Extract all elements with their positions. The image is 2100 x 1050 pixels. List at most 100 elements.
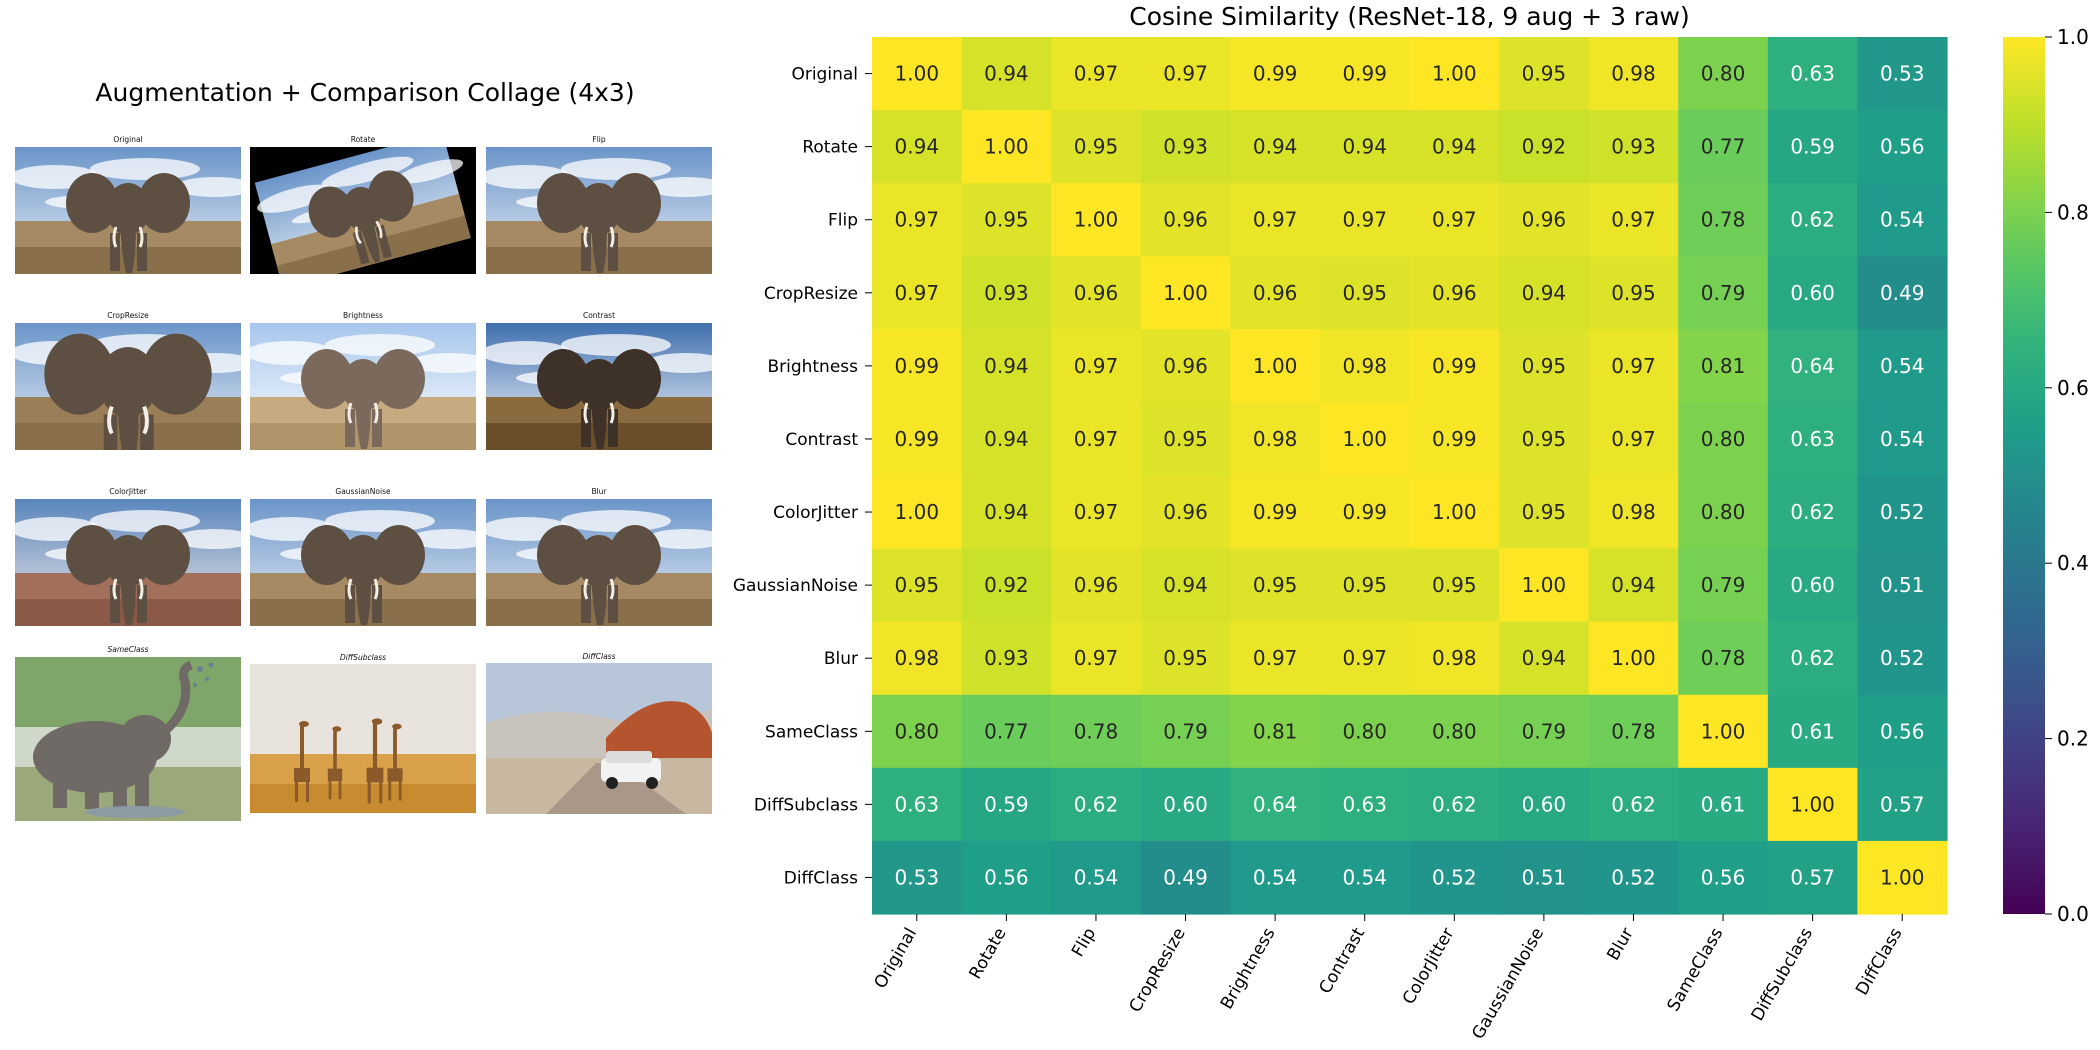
cell-value-label: 0.54 <box>1074 865 1119 889</box>
colorbar-tick-label: 0.0 <box>2057 902 2089 926</box>
cell-value-label: 0.95 <box>1342 573 1387 597</box>
collage-cell-title: Original <box>113 135 143 144</box>
x-tick-label: Blur <box>1603 924 1637 964</box>
heatmap-cell <box>1319 840 1411 915</box>
cell-value-label: 0.81 <box>1701 354 1746 378</box>
cell-value-label: 0.96 <box>1432 281 1477 305</box>
heatmap-cell <box>1767 548 1859 623</box>
heatmap-cell <box>872 621 963 696</box>
heatmap-cell <box>961 548 1052 623</box>
cell-value-label: 0.92 <box>984 573 1029 597</box>
heatmap-cell <box>1767 256 1859 330</box>
cell-value-label: 1.00 <box>1432 500 1477 524</box>
x-tick-label: Contrast <box>1315 924 1369 997</box>
collage-cell-title: DiffSubclass <box>339 653 387 662</box>
heatmap-cell <box>961 37 1052 111</box>
heatmap-cell <box>1319 183 1411 257</box>
heatmap-cell <box>1051 621 1142 696</box>
cell-value-label: 0.95 <box>1253 573 1298 597</box>
cell-value-label: 0.93 <box>984 646 1029 670</box>
cell-value-label: 0.52 <box>1880 500 1925 524</box>
heatmap-cell <box>1230 37 1321 111</box>
cell-value-label: 0.94 <box>1611 573 1656 597</box>
cell-value-label: 0.94 <box>984 354 1029 378</box>
heatmap-cell <box>1140 475 1231 550</box>
heatmap-cell <box>1140 402 1231 477</box>
cell-value-label: 0.53 <box>1880 62 1925 86</box>
heatmap-cell <box>1230 256 1321 330</box>
heatmap-cell <box>872 694 963 769</box>
cell-value-label: 0.97 <box>1163 62 1208 86</box>
heatmap-cell <box>1230 402 1321 477</box>
cell-value-label: 0.62 <box>1074 792 1119 816</box>
heatmap-cell <box>961 329 1052 404</box>
heatmap-cell <box>1319 548 1411 623</box>
heatmap-cell <box>1678 621 1769 696</box>
cell-value-label: 0.97 <box>1074 646 1119 670</box>
heatmap-cell <box>1857 329 1948 404</box>
cell-value-label: 1.00 <box>1880 865 1925 889</box>
heatmap-cell <box>1140 37 1231 111</box>
collage-cell-title: Rotate <box>350 135 376 144</box>
cell-value-label: 0.78 <box>1701 208 1746 232</box>
cell-value-label: 0.64 <box>1790 354 1835 378</box>
cell-value-label: 0.77 <box>1701 135 1746 159</box>
cell-value-label: 0.80 <box>1432 719 1477 743</box>
heatmap-cell <box>1230 110 1321 184</box>
heatmap-cell <box>1678 694 1769 769</box>
cell-value-label: 0.95 <box>1522 62 1567 86</box>
cell-value-label: 0.56 <box>1701 865 1746 889</box>
cell-value-label: 0.94 <box>895 135 940 159</box>
y-tick-label: Flip <box>828 211 858 231</box>
cell-value-label: 0.79 <box>1701 573 1746 597</box>
heatmap-cell <box>1230 694 1321 769</box>
collage-thumbnail-elephant-jitter <box>15 499 241 630</box>
cell-value-label: 0.97 <box>895 208 940 232</box>
y-tick-label: DiffSubclass <box>754 795 858 815</box>
colorbar-tick-label: 1.0 <box>2057 25 2089 49</box>
cell-value-label: 0.60 <box>1522 792 1567 816</box>
heatmap-cell <box>872 548 963 623</box>
y-tick-label: Contrast <box>785 430 858 450</box>
heatmap-cell <box>1767 183 1859 257</box>
heatmap-cell <box>961 256 1052 330</box>
y-tick-label: GaussianNoise <box>733 576 858 596</box>
cell-value-label: 0.96 <box>1163 208 1208 232</box>
cell-value-label: 0.99 <box>895 354 940 378</box>
cell-value-label: 0.51 <box>1880 573 1925 597</box>
heatmap-cell <box>1499 548 1590 623</box>
heatmap-cell <box>1588 110 1679 184</box>
cell-value-label: 0.97 <box>1611 354 1656 378</box>
heatmap-cell <box>1051 548 1142 623</box>
heatmap-cell <box>872 183 963 257</box>
heatmap-cell <box>1409 621 1500 696</box>
heatmap-cell <box>1499 183 1590 257</box>
heatmap-cell <box>1588 329 1679 404</box>
heatmap-cell <box>1499 37 1590 111</box>
collage-thumbnail-elephant-field <box>250 499 476 630</box>
heatmap-cell <box>1230 475 1321 550</box>
cell-value-label: 0.96 <box>1163 354 1208 378</box>
heatmap-cell <box>1409 183 1500 257</box>
cell-value-label: 0.95 <box>1074 135 1119 159</box>
cell-value-label: 0.54 <box>1342 865 1387 889</box>
heatmap-cell <box>1588 548 1679 623</box>
cell-value-label: 0.94 <box>1522 646 1567 670</box>
heatmap-cell <box>1051 475 1142 550</box>
cell-value-label: 0.62 <box>1790 208 1835 232</box>
collage-thumbnail-elephant-field <box>486 147 712 278</box>
cell-value-label: 0.63 <box>895 792 940 816</box>
cell-value-label: 0.98 <box>1611 62 1656 86</box>
heatmap-cell <box>1230 183 1321 257</box>
heatmap-cell <box>1319 475 1411 550</box>
heatmap-cell <box>961 694 1052 769</box>
heatmap-cell <box>1499 110 1590 184</box>
heatmap-cell <box>1678 329 1769 404</box>
heatmap-title: Cosine Similarity (ResNet-18, 9 aug + 3 … <box>1129 2 1689 31</box>
cell-value-label: 1.00 <box>895 500 940 524</box>
heatmap-cell <box>961 402 1052 477</box>
cell-value-label: 0.99 <box>1432 354 1477 378</box>
heatmap-cell <box>1857 767 1948 842</box>
y-tick-label: Blur <box>824 649 858 669</box>
